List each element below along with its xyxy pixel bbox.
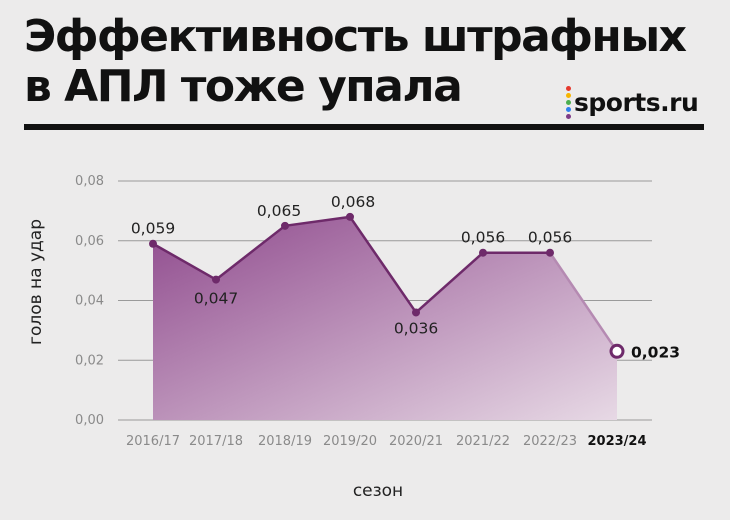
y-tick-label: 0,08 (75, 174, 104, 189)
y-tick-label: 0,00 (75, 413, 104, 428)
x-tick-label: 2017/18 (189, 434, 243, 449)
area-fill (153, 216, 617, 420)
data-label: 0,059 (131, 220, 175, 238)
highlight-point (609, 343, 625, 359)
logo-dot (566, 99, 571, 105)
x-tick-label: 2019/20 (323, 434, 377, 449)
data-label: 0,036 (394, 319, 438, 337)
title-line-2: в АПЛ тоже упала (24, 61, 463, 112)
data-point (479, 248, 487, 257)
series-line-segment (283, 215, 352, 228)
logo-dot (566, 92, 571, 98)
y-tick-label: 0,04 (75, 294, 104, 309)
logo-dot (566, 85, 571, 91)
x-tick-label: 2021/22 (456, 434, 510, 449)
series-line-segment (214, 224, 287, 281)
data-point (412, 308, 420, 317)
data-label: 0,065 (257, 202, 301, 220)
logo-text: sports.ru (574, 87, 699, 117)
data-point (149, 239, 157, 248)
data-label: 0,068 (331, 193, 375, 211)
x-axis-title: сезон (353, 481, 403, 501)
x-tick-label: 2020/21 (389, 434, 443, 449)
data-point (546, 248, 554, 257)
data-point (212, 275, 220, 284)
series-line-segment (414, 251, 485, 314)
data-point (281, 221, 289, 230)
x-tick-label: 2022/23 (523, 434, 577, 449)
y-tick-label: 0,06 (75, 234, 104, 249)
data-label: 0,023 (631, 343, 680, 361)
series-line-segment (151, 242, 218, 281)
sports-ru-logo: sports.ru (566, 84, 699, 120)
x-tick-label: 2016/17 (126, 434, 180, 449)
y-axis-title: голов на удар (26, 219, 46, 345)
data-label: 0,056 (461, 229, 505, 247)
chart-title: Эффективность штрафных в АПЛ тоже упала (24, 11, 687, 112)
data-label: 0,047 (194, 290, 238, 308)
logo-dots-icon (566, 85, 571, 119)
title-line-1: Эффективность штрафных (24, 11, 687, 62)
series-line-segment (548, 251, 619, 353)
logo-dot (566, 106, 571, 112)
x-tick-label: 2018/19 (258, 434, 312, 449)
x-tick-label: 2023/24 (587, 434, 646, 449)
title-divider (24, 124, 704, 130)
data-label: 0,056 (528, 229, 572, 247)
series-line-segment (348, 215, 418, 314)
y-tick-label: 0,02 (75, 353, 104, 368)
logo-dot (566, 113, 571, 119)
data-point (346, 212, 354, 221)
